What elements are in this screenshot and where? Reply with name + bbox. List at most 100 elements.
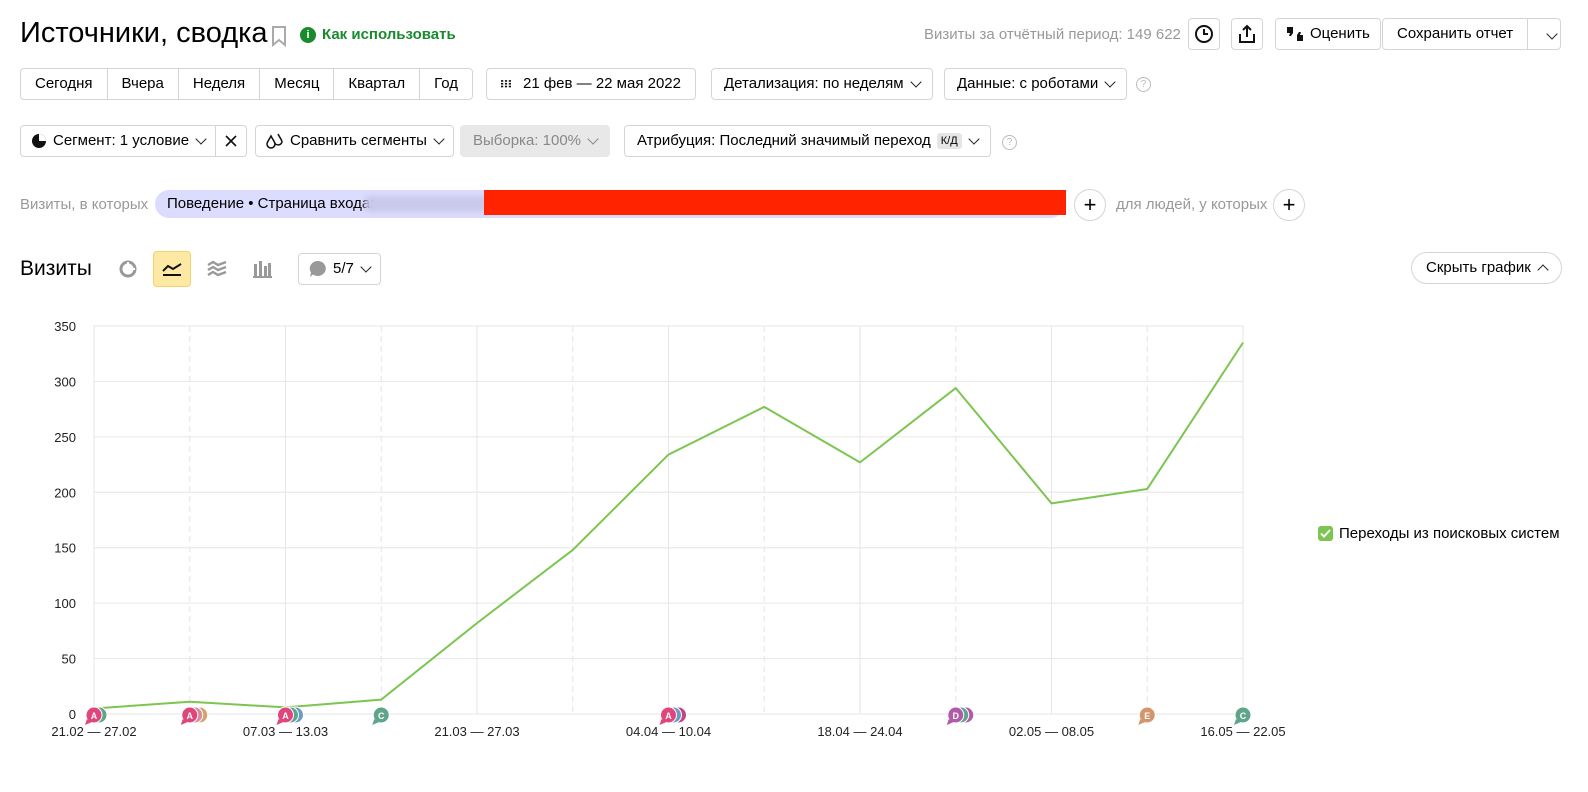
data-mode-dropdown[interactable]: Данные: с роботами: [944, 68, 1128, 100]
comment-icon: [309, 260, 326, 277]
x-tick-label: 16.05 — 22.05: [1200, 724, 1285, 739]
period-year[interactable]: Год: [434, 75, 459, 92]
annotations-dropdown[interactable]: 5/7: [298, 253, 381, 285]
segment-clear-button[interactable]: [215, 126, 246, 156]
share-button[interactable]: [1231, 18, 1263, 50]
annotation-marker: [1234, 706, 1252, 724]
chevron-down-icon: [967, 132, 980, 145]
chart-type-area-button[interactable]: [198, 251, 236, 287]
sample-dropdown: Выборка: 100%: [460, 125, 610, 157]
detail-label: Детализация: по неделям: [724, 75, 904, 92]
calendar-icon: [501, 80, 511, 88]
annotation-letter: C: [1240, 711, 1247, 721]
annotation-letter: A: [665, 711, 672, 721]
period-month[interactable]: Месяц: [260, 69, 335, 99]
segment-label: Сегмент: 1 условие: [53, 132, 190, 149]
annotation-marker: [1138, 706, 1156, 724]
help-icon[interactable]: ?: [1136, 77, 1151, 92]
date-range-label: 21 фев — 22 мая 2022: [522, 75, 681, 92]
annotation-tail: [372, 719, 380, 725]
attribution-label: Атрибуция: Последний значимый переход: [637, 132, 931, 149]
chart-type-pie-button[interactable]: [109, 251, 147, 287]
page-title: Источники, сводка: [20, 17, 268, 49]
x-tick-label: 21.02 — 27.02: [51, 724, 136, 739]
legend-checkbox[interactable]: [1318, 526, 1333, 541]
save-report-menu-button[interactable]: [1534, 19, 1568, 49]
visits-total: Визиты за отчётный период: 149 622: [924, 26, 1181, 43]
plus-icon: +: [1282, 192, 1296, 217]
compare-segments-dropdown[interactable]: Сравнить сегменты: [255, 125, 454, 157]
period-yesterday[interactable]: Вчера: [108, 69, 179, 99]
visits-line-chart: 0 50 100 150 200 250 300 350 21.02 — 27.02 07.03 …: [51, 319, 1285, 739]
share-icon: [1239, 24, 1255, 43]
period-today[interactable]: Сегодня: [21, 69, 108, 99]
segment-control: Сегмент: 1 условие: [20, 125, 248, 157]
attribution-badge: К/Д: [936, 133, 962, 149]
y-tick-label: 300: [54, 374, 76, 389]
y-tick-label: 100: [54, 596, 76, 611]
hide-chart-button[interactable]: Скрыть график: [1411, 252, 1562, 284]
y-tick-label: 250: [54, 430, 76, 445]
x-tick-label: 07.03 — 13.03: [243, 724, 328, 739]
y-tick-label: 200: [54, 485, 76, 500]
y-tick-label: 50: [62, 652, 76, 667]
y-tick-label: 150: [54, 541, 76, 556]
add-visit-condition-button[interactable]: +: [1074, 189, 1106, 221]
attribution-dropdown[interactable]: Атрибуция: Последний значимый переход К/…: [624, 125, 991, 157]
segment-dropdown[interactable]: Сегмент: 1 условие: [21, 126, 215, 156]
y-tick-label: 350: [54, 319, 76, 334]
how-to-use-link[interactable]: i Как использовать: [300, 26, 456, 43]
date-range-button[interactable]: 21 фев — 22 мая 2022: [486, 68, 696, 100]
chevron-down-icon: [1546, 28, 1558, 40]
history-button[interactable]: [1188, 18, 1220, 50]
annotation-marker: [277, 706, 294, 724]
period-selector: Сегодня Вчера Неделя Месяц Квартал Год: [20, 68, 474, 100]
y-tick-label: 0: [69, 707, 76, 722]
chart-type-bar-button[interactable]: [243, 251, 281, 287]
chevron-down-icon: [433, 132, 445, 145]
x-tick-label: 04.04 — 10.04: [626, 724, 711, 739]
plus-icon: +: [1083, 192, 1097, 217]
close-icon: [225, 135, 237, 147]
annotation-tail: [659, 719, 667, 725]
chevron-down-icon: [360, 260, 372, 273]
filter-prefix: Визиты, в которых: [20, 196, 149, 213]
rate-button[interactable]: Оценить: [1275, 18, 1381, 50]
annotation-letter: A: [187, 711, 194, 721]
people-condition-label: для людей, у которых: [1116, 196, 1268, 213]
rate-label: Оценить: [1310, 25, 1370, 42]
chevron-down-icon: [195, 132, 207, 145]
sample-label: Выборка: 100%: [473, 132, 581, 149]
period-quarter[interactable]: Квартал: [334, 69, 421, 99]
x-tick-label: 02.05 — 08.05: [1009, 724, 1094, 739]
info-icon: i: [300, 26, 316, 43]
save-report-group: Сохранить отчет: [1382, 18, 1561, 50]
annotations-count: 5/7: [333, 260, 354, 277]
annotation-letter: A: [91, 711, 98, 721]
annotation-tail: [946, 719, 954, 725]
annotation-marker: [947, 706, 965, 724]
annotation-marker: [181, 706, 199, 724]
help-icon[interactable]: ?: [1002, 135, 1017, 150]
annotation-marker: [372, 706, 390, 724]
area-chart-icon: [207, 260, 227, 277]
blurred-value: [365, 196, 490, 212]
annotation-letter: D: [953, 711, 960, 721]
data-mode-label: Данные: с роботами: [957, 75, 1099, 92]
annotation-letter: E: [1144, 711, 1150, 721]
period-week[interactable]: Неделя: [179, 69, 261, 99]
bar-chart-icon: [253, 261, 272, 278]
chevron-up-icon: [1537, 264, 1549, 276]
add-people-condition-button[interactable]: +: [1273, 189, 1305, 221]
thumbs-icon: [1287, 27, 1303, 41]
chart-type-line-button[interactable]: [153, 251, 191, 287]
pie-icon: [32, 134, 46, 148]
annotation-letter: C: [378, 711, 385, 721]
annotation-marker: [660, 706, 677, 724]
chevron-down-icon: [909, 75, 922, 88]
bookmark-icon[interactable]: [271, 25, 287, 48]
filter-chip-label: Поведение • Страница входа:: [167, 195, 375, 212]
redaction-bar: [484, 190, 1066, 215]
detail-dropdown[interactable]: Детализация: по неделям: [711, 68, 933, 100]
save-report-button[interactable]: Сохранить отчет: [1383, 19, 1529, 49]
